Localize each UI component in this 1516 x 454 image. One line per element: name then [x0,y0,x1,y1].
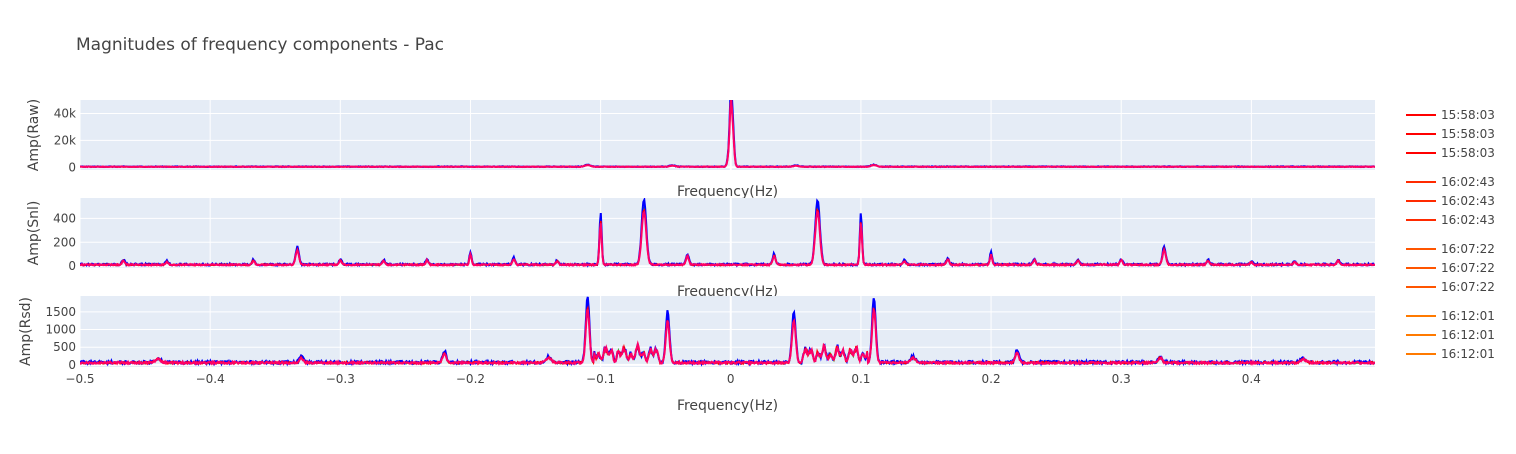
plot-area [80,198,1375,268]
y-tick-label: 1000 [45,323,76,337]
y-tick-label: 400 [53,211,76,225]
legend-label: 16:02:43 [1441,175,1495,189]
subplot-3: 0 500 1000 1500 Amp(Rsd) Frequency(Hz) −0.5 −0.… [18,296,1375,414]
x-tick-label: −0.1 [586,372,615,386]
legend-item[interactable]: 16:07:22 [1406,242,1495,256]
chart-title: Magnitudes of frequency components - Pac [76,35,444,55]
legend-label: 16:12:01 [1441,309,1495,323]
legend[interactable]: 15:58:03 15:58:03 15:58:03 16:02:43 16:02:43… [1406,108,1495,361]
legend-label: 16:12:01 [1441,347,1495,361]
x-tick-label: 0.1 [851,372,870,386]
x-tick-label: −0.3 [326,372,355,386]
legend-item[interactable]: 16:12:01 [1406,328,1495,342]
x-axis-title: Frequency(Hz) [677,398,778,414]
y-tick-label: 0 [68,160,76,174]
legend-label: 15:58:03 [1441,127,1495,141]
x-tick-label: 0.4 [1242,372,1261,386]
legend-item[interactable]: 16:07:22 [1406,261,1495,275]
legend-label: 16:02:43 [1441,213,1495,227]
y-tick-label: 20k [54,133,76,147]
subplots: 0 20k 40k Amp(Raw) Frequency(Hz) 0 200 400 Amp(S… [18,99,1375,414]
trace-magenta [80,100,1375,169]
x-tick-label: 0 [727,372,735,386]
x-tick-label: 0.2 [982,372,1001,386]
trace-magenta [80,210,1375,268]
legend-item[interactable]: 16:12:01 [1406,309,1495,323]
y-tick-label: 1500 [45,305,76,319]
plot-area [80,296,1375,367]
legend-item[interactable]: 16:07:22 [1406,280,1495,294]
legend-label: 16:12:01 [1441,328,1495,342]
y-tick-label: 500 [53,340,76,354]
y-tick-label: 200 [53,235,76,249]
legend-label: 16:02:43 [1441,194,1495,208]
subplot-1: 0 20k 40k Amp(Raw) Frequency(Hz) [26,99,1375,200]
legend-label: 16:07:22 [1441,261,1495,275]
y-axis-title: Amp(Raw) [26,99,42,171]
legend-label: 15:58:03 [1441,108,1495,122]
x-tick-label: 0.3 [1112,372,1131,386]
y-tick-label: 0 [68,358,76,372]
y-axis-title: Amp(Rsd) [18,297,34,366]
y-tick-label: 0 [68,259,76,273]
legend-item[interactable]: 15:58:03 [1406,146,1495,160]
y-axis-title: Amp(Snl) [26,201,42,266]
x-tick-label: −0.4 [196,372,225,386]
legend-label: 16:07:22 [1441,242,1495,256]
y-tick-label: 40k [54,106,76,120]
legend-item[interactable]: 15:58:03 [1406,127,1495,141]
legend-item[interactable]: 15:58:03 [1406,108,1495,122]
legend-item[interactable]: 16:02:43 [1406,213,1495,227]
legend-item[interactable]: 16:12:01 [1406,347,1495,361]
x-axis-title: Frequency(Hz) [677,184,778,200]
legend-item[interactable]: 16:02:43 [1406,175,1495,189]
legend-item[interactable]: 16:02:43 [1406,194,1495,208]
trace-magenta [80,306,1375,367]
x-tick-label: −0.5 [65,372,94,386]
x-tick-label: −0.2 [456,372,485,386]
legend-label: 16:07:22 [1441,280,1495,294]
legend-label: 15:58:03 [1441,146,1495,160]
